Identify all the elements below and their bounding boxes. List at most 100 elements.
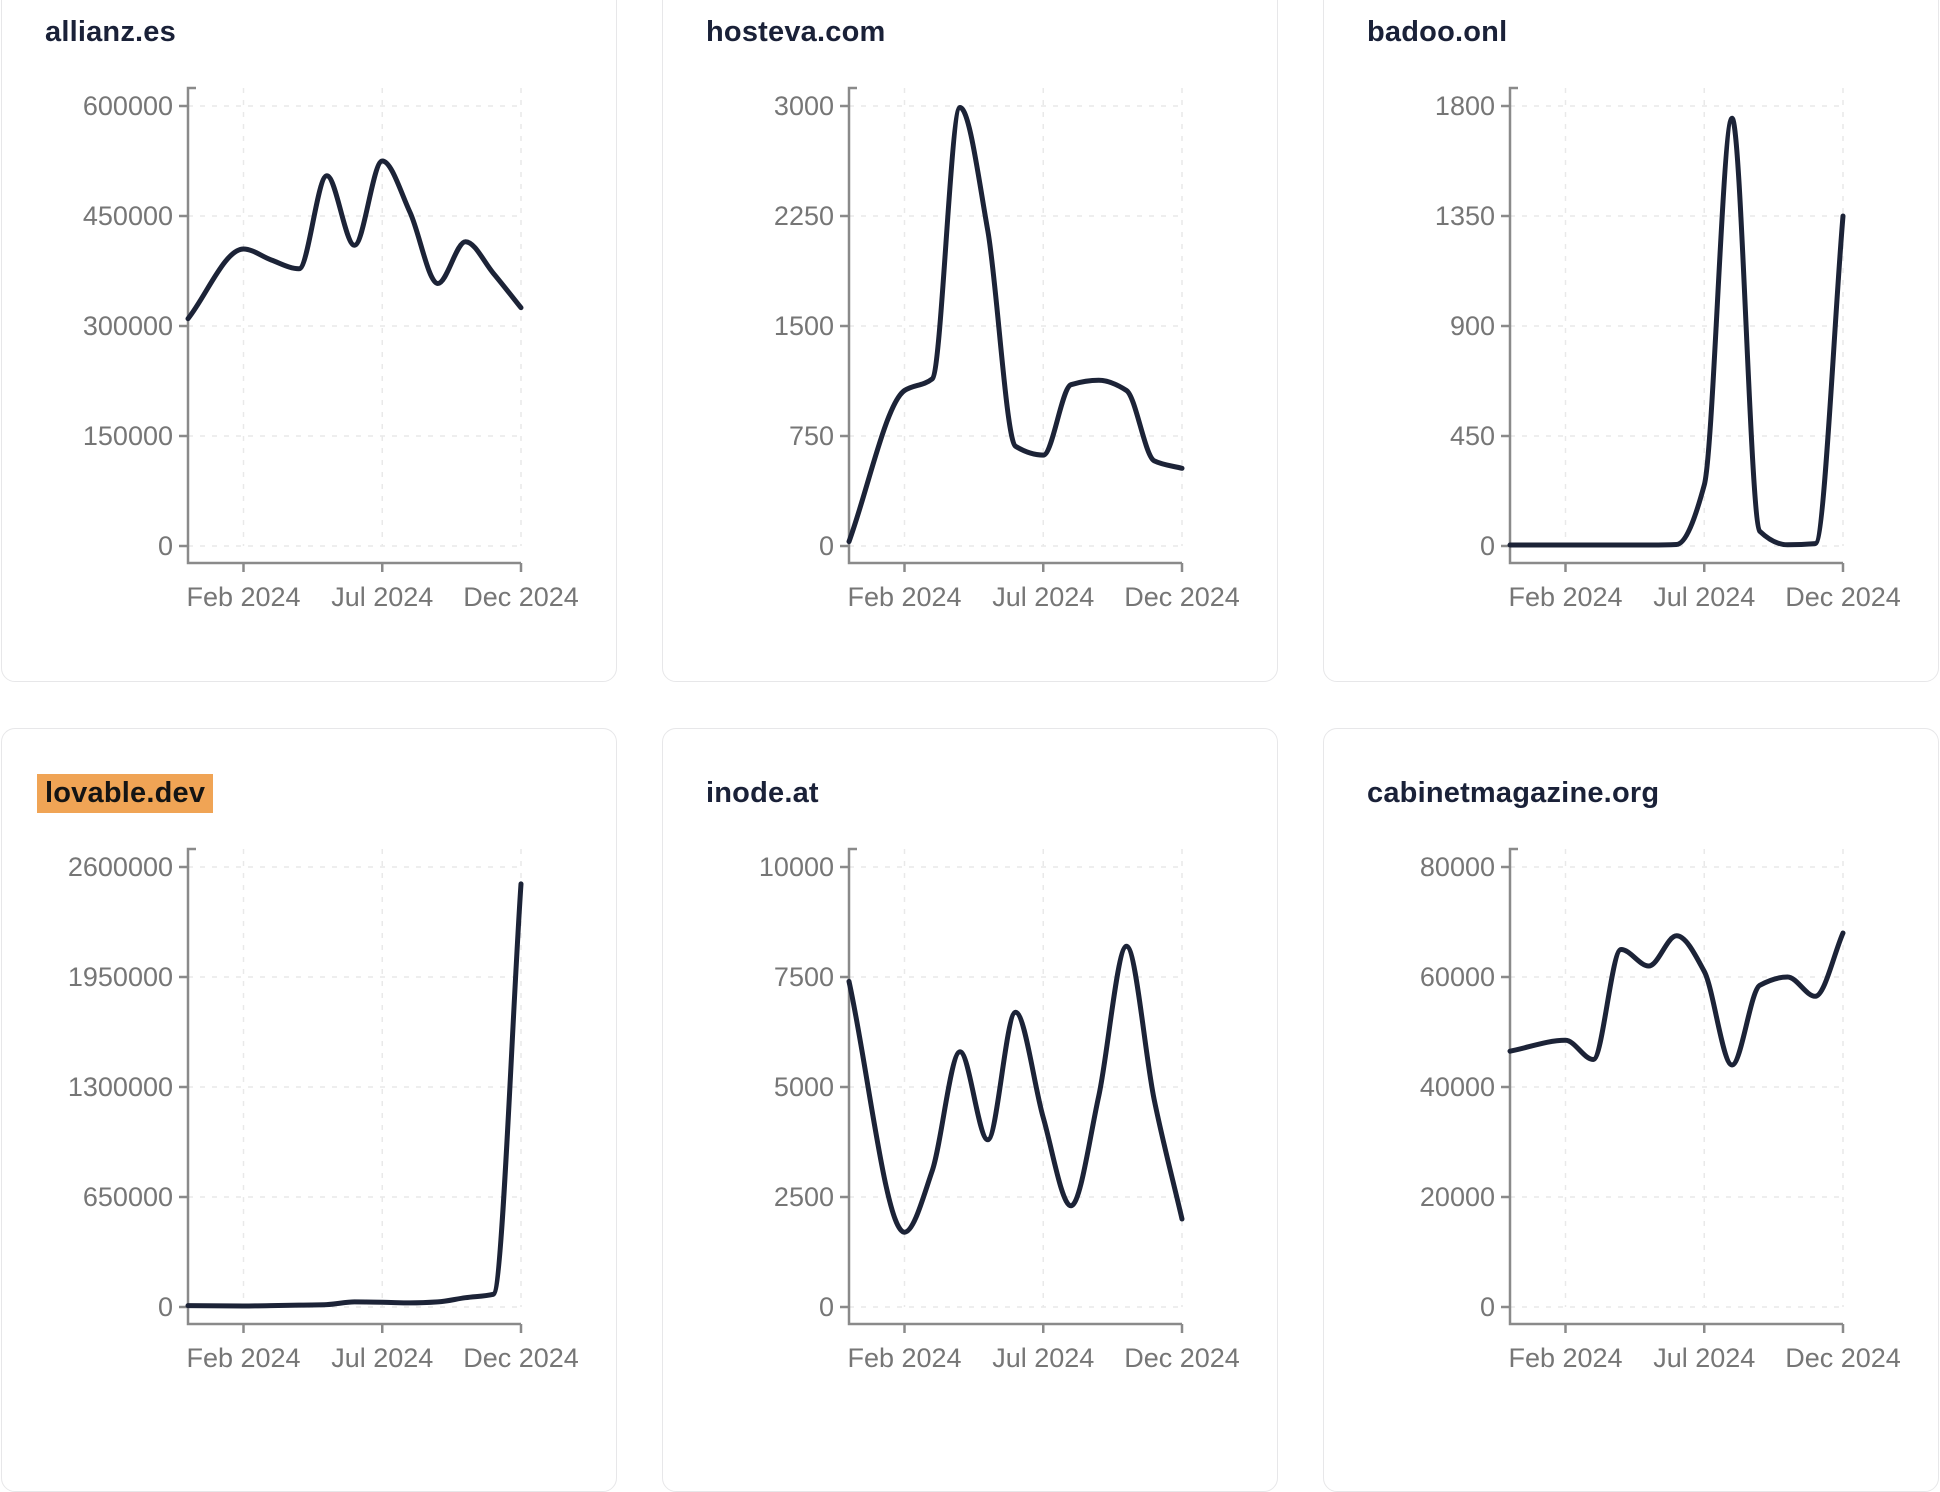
y-tick-labels: 2600000 1950000 1300000 650000 0 — [68, 852, 173, 1322]
svg-text:Dec 2024: Dec 2024 — [463, 582, 579, 612]
svg-text:Feb 2024: Feb 2024 — [1508, 1343, 1622, 1373]
trend-line — [846, 943, 1185, 1235]
axis — [1501, 847, 1845, 1333]
svg-text:Feb 2024: Feb 2024 — [1508, 582, 1622, 612]
chart-card-header: badoo.onl — [1367, 14, 1938, 50]
svg-text:450: 450 — [1450, 421, 1495, 451]
gridlines — [188, 88, 522, 547]
svg-text:1350: 1350 — [1435, 201, 1495, 231]
svg-text:5000: 5000 — [774, 1072, 834, 1102]
chart-card: allianz.es 600000 450000 300000 150000 0 Feb … — [1, 0, 617, 682]
chart-title[interactable]: badoo.onl — [1367, 16, 1508, 48]
trend-line — [1507, 115, 1846, 548]
gridlines — [849, 88, 1183, 547]
y-tick-labels: 3000 2250 1500 750 0 — [774, 91, 834, 561]
svg-text:80000: 80000 — [1420, 852, 1495, 882]
chart-card: hosteva.com 3000 2250 1500 750 0 Feb 2024 Jul … — [662, 0, 1278, 682]
svg-text:Feb 2024: Feb 2024 — [186, 582, 300, 612]
svg-text:750: 750 — [789, 421, 834, 451]
svg-text:150000: 150000 — [83, 421, 173, 451]
gridlines — [849, 849, 1183, 1308]
svg-text:600000: 600000 — [83, 91, 173, 121]
x-tick-labels: Feb 2024 Jul 2024 Dec 2024 — [1508, 582, 1900, 612]
svg-text:650000: 650000 — [83, 1182, 173, 1212]
axis — [179, 86, 523, 572]
svg-text:2600000: 2600000 — [68, 852, 173, 882]
svg-text:300000: 300000 — [83, 311, 173, 341]
chart-card: inode.at 10000 7500 5000 2500 0 Feb 2024 Jul 2… — [662, 728, 1278, 1492]
y-tick-labels: 1800 1350 900 450 0 — [1435, 91, 1495, 561]
x-tick-labels: Feb 2024 Jul 2024 Dec 2024 — [1508, 1343, 1900, 1373]
y-tick-labels: 600000 450000 300000 150000 0 — [83, 91, 173, 561]
x-tick-labels: Feb 2024 Jul 2024 Dec 2024 — [847, 1343, 1239, 1373]
svg-text:0: 0 — [158, 531, 173, 561]
svg-text:2250: 2250 — [774, 201, 834, 231]
svg-text:Dec 2024: Dec 2024 — [1785, 1343, 1901, 1373]
x-tick-labels: Feb 2024 Jul 2024 Dec 2024 — [186, 1343, 578, 1373]
line-chart: 1800 1350 900 450 0 Feb 2024 Jul 2024 Dec 2024 — [1435, 86, 1901, 612]
chart-card: cabinetmagazine.org 80000 60000 40000 20000… — [1323, 728, 1939, 1492]
gridlines — [1510, 88, 1844, 547]
svg-text:900: 900 — [1450, 311, 1495, 341]
y-tick-labels: 80000 60000 40000 20000 0 — [1420, 852, 1495, 1322]
chart-card-header: cabinetmagazine.org — [1367, 775, 1938, 811]
chart-card-header: allianz.es — [45, 14, 616, 50]
chart-card: lovable.dev 2600000 1950000 1300000 650000 0… — [1, 728, 617, 1492]
y-tick-labels: 10000 7500 5000 2500 0 — [759, 852, 834, 1322]
svg-text:Dec 2024: Dec 2024 — [463, 1343, 579, 1373]
axis — [179, 847, 523, 1333]
axis — [840, 86, 1184, 572]
chart-title[interactable]: lovable.dev — [37, 774, 214, 813]
svg-text:Jul 2024: Jul 2024 — [331, 582, 433, 612]
x-tick-labels: Feb 2024 Jul 2024 Dec 2024 — [847, 582, 1239, 612]
svg-text:Feb 2024: Feb 2024 — [186, 1343, 300, 1373]
line-chart: 80000 60000 40000 20000 0 Feb 2024 Jul 2024 Dec… — [1420, 847, 1901, 1373]
svg-text:Jul 2024: Jul 2024 — [1653, 582, 1755, 612]
svg-text:60000: 60000 — [1420, 962, 1495, 992]
trend-line — [846, 105, 1185, 545]
svg-text:Jul 2024: Jul 2024 — [992, 582, 1094, 612]
svg-text:0: 0 — [158, 1292, 173, 1322]
svg-text:Dec 2024: Dec 2024 — [1785, 582, 1901, 612]
svg-text:Jul 2024: Jul 2024 — [992, 1343, 1094, 1373]
gridlines — [188, 849, 522, 1308]
svg-text:1800: 1800 — [1435, 91, 1495, 121]
svg-text:7500: 7500 — [774, 962, 834, 992]
chart-title[interactable]: hosteva.com — [706, 16, 886, 48]
line-chart: 2600000 1950000 1300000 650000 0 Feb 2024 Jul … — [68, 847, 579, 1373]
svg-text:0: 0 — [1480, 531, 1495, 561]
svg-text:10000: 10000 — [759, 852, 834, 882]
svg-text:Feb 2024: Feb 2024 — [847, 582, 961, 612]
svg-text:2500: 2500 — [774, 1182, 834, 1212]
axis — [840, 847, 1184, 1333]
svg-text:3000: 3000 — [774, 91, 834, 121]
svg-text:450000: 450000 — [83, 201, 173, 231]
chart-card-header: inode.at — [706, 775, 1277, 811]
svg-text:1500: 1500 — [774, 311, 834, 341]
chart-card: badoo.onl 1800 1350 900 450 0 Feb 2024 Jul 202… — [1323, 0, 1939, 682]
chart-title[interactable]: inode.at — [706, 777, 819, 809]
svg-text:Dec 2024: Dec 2024 — [1124, 582, 1240, 612]
line-chart: 3000 2250 1500 750 0 Feb 2024 Jul 2024 Dec 2024 — [774, 86, 1240, 612]
trend-line — [185, 881, 524, 1309]
svg-text:Feb 2024: Feb 2024 — [847, 1343, 961, 1373]
svg-text:20000: 20000 — [1420, 1182, 1495, 1212]
trend-line — [1507, 930, 1846, 1068]
chart-title[interactable]: allianz.es — [45, 16, 176, 48]
svg-text:1950000: 1950000 — [68, 962, 173, 992]
svg-text:Jul 2024: Jul 2024 — [331, 1343, 433, 1373]
svg-text:0: 0 — [819, 531, 834, 561]
chart-card-header: lovable.dev — [37, 774, 616, 813]
chart-title[interactable]: cabinetmagazine.org — [1367, 777, 1660, 809]
svg-text:0: 0 — [819, 1292, 834, 1322]
x-tick-labels: Feb 2024 Jul 2024 Dec 2024 — [186, 582, 578, 612]
chart-card-header: hosteva.com — [706, 14, 1277, 50]
svg-text:Jul 2024: Jul 2024 — [1653, 1343, 1755, 1373]
line-chart: 10000 7500 5000 2500 0 Feb 2024 Jul 2024 Dec 20… — [759, 847, 1240, 1373]
svg-text:1300000: 1300000 — [68, 1072, 173, 1102]
gridlines — [1510, 849, 1844, 1308]
svg-text:40000: 40000 — [1420, 1072, 1495, 1102]
line-chart: 600000 450000 300000 150000 0 Feb 2024 Jul 202… — [83, 86, 579, 612]
trend-line — [185, 158, 524, 322]
